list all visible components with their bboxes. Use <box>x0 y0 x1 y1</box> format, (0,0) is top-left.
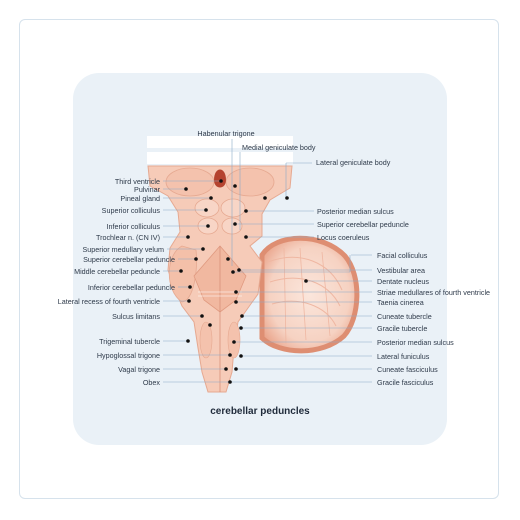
label-posterior-median-sulcus-bottom: Posterior median sulcus <box>377 338 454 347</box>
label-third-ventricle: Third ventricle <box>115 177 160 186</box>
dot-vestibular <box>237 268 241 272</box>
dot-lateral-recess <box>187 299 191 303</box>
dot-trigeminal <box>186 339 190 343</box>
label-superior-cerebellar-peduncle-right: Superior cerebellar peduncle <box>317 220 409 229</box>
label-inferior-cerebellar-peduncle: Inferior cerebellar peduncle <box>88 283 175 292</box>
label-obex: Obex <box>143 378 161 387</box>
dot-inferior-colliculus <box>206 224 210 228</box>
label-medial-geniculate-body: Medial geniculate body <box>242 143 316 152</box>
header-strip-2 <box>147 152 293 164</box>
label-posterior-median-sulcus-top: Posterior median sulcus <box>317 207 394 216</box>
dot-sup-medullary-velum <box>201 247 205 251</box>
dot-lateral-geniculate <box>285 196 289 200</box>
label-trochlear-n: Trochlear n. (CN IV) <box>96 233 160 242</box>
label-pulvinar: Pulvinar <box>134 185 161 194</box>
dot-sup-cer-ped-right <box>233 222 237 226</box>
label-striae-medullares: Striae medullares of fourth ventricle <box>377 288 490 297</box>
dot-vagal <box>224 367 228 371</box>
label-pineal-gland: Pineal gland <box>120 194 160 203</box>
dot-taenia <box>234 300 238 304</box>
label-habenular-trigone: Habenular trigone <box>197 129 254 138</box>
label-superior-cerebellar-peduncle-left: Superior cerebellar peduncle <box>83 255 175 264</box>
dot-inf-cer-ped <box>188 285 192 289</box>
label-vestibular-area: Vestibular area <box>377 266 425 275</box>
label-trigeminal-tubercle: Trigeminal tubercle <box>99 337 160 346</box>
label-lateral-geniculate-body: Lateral geniculate body <box>316 158 391 167</box>
dot-pulvinar <box>184 187 188 191</box>
diagram-caption: cerebellar peduncles <box>210 406 310 417</box>
dot-sulcus-limitans <box>200 314 204 318</box>
dot-cuneate-tubercle <box>240 314 244 318</box>
dot-trochlear <box>186 235 190 239</box>
label-vagal-trigone: Vagal trigone <box>118 365 160 374</box>
dot-dentate <box>304 279 308 283</box>
label-gracile-fasciculus: Gracile fasciculus <box>377 378 434 387</box>
label-superior-colliculus: Superior colliculus <box>102 206 161 215</box>
label-lateral-funiculus: Lateral funiculus <box>377 352 430 361</box>
dot-locus-coeruleus <box>244 235 248 239</box>
dot-gracile-tubercle <box>239 326 243 330</box>
leader-lines <box>163 139 372 383</box>
dot-center-1 <box>226 257 230 261</box>
brainstem-body <box>147 165 293 393</box>
dot-pineal <box>209 196 213 200</box>
label-gracile-tubercle: Gracile tubercle <box>377 324 427 333</box>
dot-lateral-funiculus <box>239 354 243 358</box>
header-strip-1 <box>147 136 293 148</box>
dot-facial-colliculus <box>231 270 235 274</box>
dot-superior-colliculus <box>204 208 208 212</box>
dot-middle-cer-ped <box>179 269 183 273</box>
label-superior-medullary-velum: Superior medullary velum <box>83 245 165 254</box>
marker-dots <box>179 179 308 384</box>
label-dentate-nucleus: Dentate nucleus <box>377 277 429 286</box>
label-cuneate-fasciculus: Cuneate fasciculus <box>377 365 438 374</box>
dot-posterior-median-top <box>244 209 248 213</box>
label-hypoglossal-trigone: Hypoglossal trigone <box>97 351 160 360</box>
dot-obex <box>228 380 232 384</box>
dot-sup-cer-ped-left <box>194 257 198 261</box>
dot-center-2 <box>208 323 212 327</box>
dot-habenular <box>233 184 237 188</box>
label-cuneate-tubercle: Cuneate tubercle <box>377 312 432 321</box>
dot-third-ventricle <box>219 179 223 183</box>
dot-medial-geniculate <box>263 196 267 200</box>
label-locus-coeruleus: Locus coeruleus <box>317 233 370 242</box>
label-facial-colliculus: Facial colliculus <box>377 251 428 260</box>
label-sulcus-limitans: Sulcus limitans <box>112 312 160 321</box>
cerebellum-hemisphere <box>259 235 360 354</box>
pineal-gland-shape <box>214 169 226 188</box>
dot-posterior-median-bottom <box>232 340 236 344</box>
dot-cuneate-fasciculus <box>234 367 238 371</box>
dot-striae <box>234 290 238 294</box>
label-taenia-cinerea: Taenia cinerea <box>377 298 424 307</box>
dot-hypoglossal <box>228 353 232 357</box>
label-middle-cerebellar-peduncle: Middle cerebellar peduncle <box>74 267 160 276</box>
label-lateral-recess: Lateral recess of fourth ventricle <box>58 297 160 306</box>
label-inferior-colliculus: Inferior colliculus <box>106 222 160 231</box>
